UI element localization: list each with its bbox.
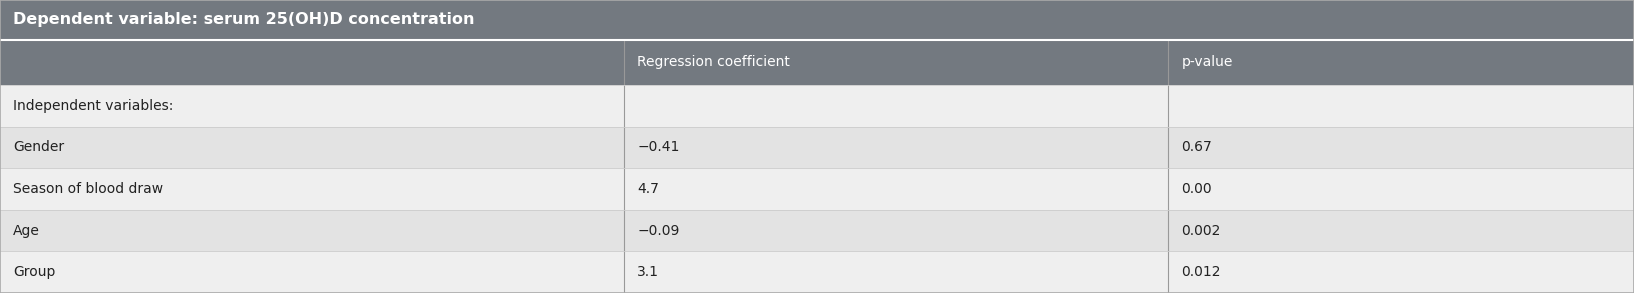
Bar xyxy=(0,251,1634,293)
Text: Season of blood draw: Season of blood draw xyxy=(13,182,163,196)
Text: Independent variables:: Independent variables: xyxy=(13,99,173,113)
Text: 3.1: 3.1 xyxy=(637,265,659,279)
Text: −0.09: −0.09 xyxy=(637,224,680,238)
Text: Group: Group xyxy=(13,265,56,279)
Text: 0.67: 0.67 xyxy=(1181,140,1212,154)
Text: Gender: Gender xyxy=(13,140,64,154)
Text: Regression coefficient: Regression coefficient xyxy=(637,55,791,69)
Bar xyxy=(0,168,1634,210)
Bar xyxy=(0,210,1634,251)
Text: 0.012: 0.012 xyxy=(1181,265,1221,279)
Bar xyxy=(0,0,1634,40)
Text: Dependent variable: serum 25(OH)D concentration: Dependent variable: serum 25(OH)D concen… xyxy=(13,12,474,27)
Bar xyxy=(0,40,1634,85)
Text: 0.002: 0.002 xyxy=(1181,224,1221,238)
Bar xyxy=(0,85,1634,127)
Text: −0.41: −0.41 xyxy=(637,140,680,154)
Text: Age: Age xyxy=(13,224,39,238)
Text: p-value: p-value xyxy=(1181,55,1232,69)
Bar xyxy=(0,127,1634,168)
Text: 4.7: 4.7 xyxy=(637,182,659,196)
Text: 0.00: 0.00 xyxy=(1181,182,1212,196)
